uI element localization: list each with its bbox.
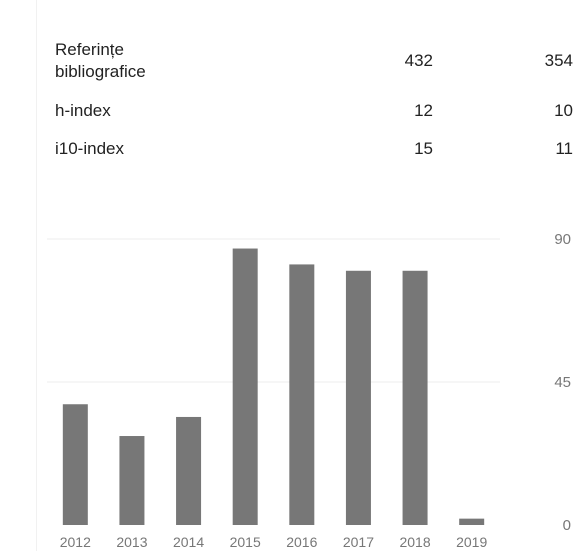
bar-2019[interactable] xyxy=(459,518,485,525)
stats-row-citations: Referințe bibliografice 432 354 xyxy=(55,30,575,92)
stats-value-all: 432 xyxy=(404,51,433,70)
bar-2016[interactable] xyxy=(289,264,315,525)
left-border-rule xyxy=(36,0,37,551)
y-tick-label: 45 xyxy=(554,374,571,391)
bar-2012[interactable] xyxy=(62,404,88,525)
y-tick-label: 90 xyxy=(554,231,571,248)
x-tick-label: 2019 xyxy=(456,534,487,550)
stats-value-recent: 354 xyxy=(544,51,573,70)
x-tick-label: 2013 xyxy=(116,534,147,550)
citation-stats-table: Referințe bibliografice 432 354 h-index … xyxy=(55,30,575,168)
bar-2014[interactable] xyxy=(176,416,202,525)
x-tick-label: 2017 xyxy=(343,534,374,550)
stats-metric-label: h-index xyxy=(55,101,111,120)
stats-metric-label: i10-index xyxy=(55,139,124,158)
stats-value-recent: 11 xyxy=(555,139,573,158)
x-tick-label: 2014 xyxy=(173,534,204,550)
stats-value-recent: 10 xyxy=(554,101,573,120)
bar-2018[interactable] xyxy=(402,270,428,525)
stats-metric-label: Referințe bibliografice xyxy=(55,40,146,81)
stats-row-i10-index: i10-index 15 11 xyxy=(55,130,575,168)
y-tick-label: 0 xyxy=(563,517,571,534)
bar-2017[interactable] xyxy=(345,270,371,525)
stats-row-h-index: h-index 12 10 xyxy=(55,92,575,130)
x-tick-label: 2015 xyxy=(230,534,261,550)
bar-2015[interactable] xyxy=(232,248,258,526)
stats-value-all: 15 xyxy=(414,139,433,158)
x-tick-label: 2016 xyxy=(286,534,317,550)
stats-value-all: 12 xyxy=(414,101,433,120)
x-tick-label: 2012 xyxy=(60,534,91,550)
bar-2013[interactable] xyxy=(119,436,145,525)
x-tick-label: 2018 xyxy=(399,534,430,550)
